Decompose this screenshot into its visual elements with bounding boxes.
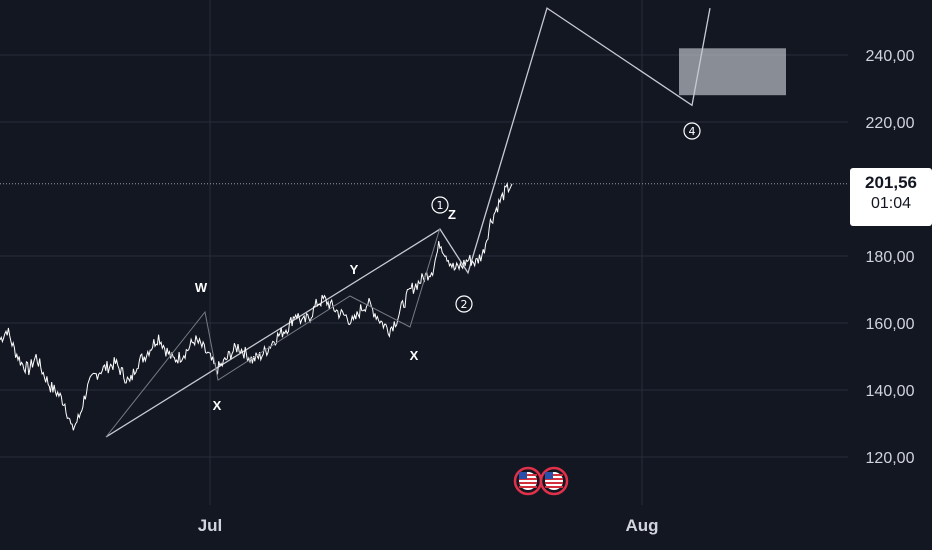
wave-label[interactable]: 4 bbox=[689, 125, 696, 138]
y-tick-label: 120,00 bbox=[866, 450, 915, 467]
x-tick-label: Jul bbox=[198, 516, 223, 535]
wave-label[interactable]: Z bbox=[448, 207, 456, 222]
x-tick-label: Aug bbox=[625, 516, 658, 535]
wave-label[interactable]: 2 bbox=[461, 298, 468, 311]
wave-label[interactable]: Y bbox=[350, 262, 359, 277]
projection-line[interactable] bbox=[105, 7, 711, 438]
price-series-line[interactable] bbox=[0, 181, 513, 431]
last-price-label: 201,56 01:04 bbox=[850, 168, 932, 226]
y-tick-label: 240,00 bbox=[866, 48, 915, 65]
y-tick-label: 180,00 bbox=[866, 249, 915, 266]
wave-label[interactable]: W bbox=[195, 280, 208, 295]
us-flag-event-icon[interactable] bbox=[539, 466, 569, 496]
bar-countdown: 01:04 bbox=[870, 195, 912, 212]
us-flag-event-icon[interactable] bbox=[513, 466, 543, 496]
y-tick-label: 220,00 bbox=[866, 115, 915, 132]
wave-label-circle bbox=[455, 295, 473, 313]
wave-structure-line[interactable] bbox=[105, 227, 441, 438]
wave-label[interactable]: 1 bbox=[437, 199, 444, 212]
wave-label[interactable]: X bbox=[213, 398, 222, 413]
last-price-value: 201,56 bbox=[865, 173, 917, 192]
wave-label[interactable]: X bbox=[410, 348, 419, 363]
y-tick-label: 160,00 bbox=[866, 316, 915, 333]
wave-label-circle bbox=[431, 196, 449, 214]
y-tick-label: 140,00 bbox=[866, 383, 915, 400]
wave-label-circle bbox=[683, 122, 701, 140]
target-zone[interactable] bbox=[679, 48, 786, 96]
